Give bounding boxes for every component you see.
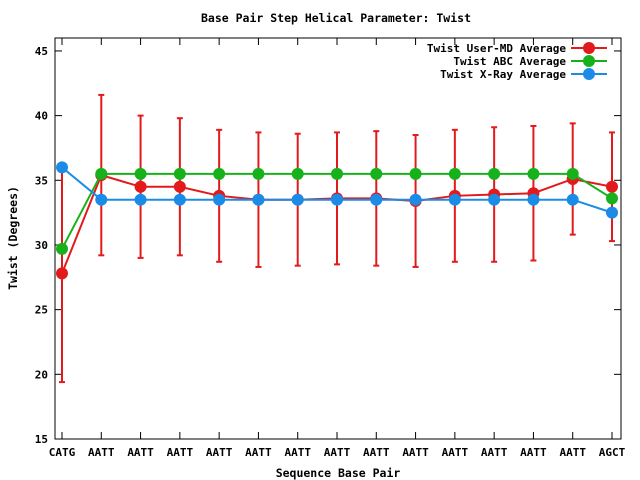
x-tick-label: AATT [245, 446, 272, 459]
x-tick-label: AATT [559, 446, 586, 459]
y-tick-label: 30 [35, 239, 48, 252]
data-point [291, 193, 304, 206]
legend-label: Twist User-MD Average [427, 42, 566, 55]
data-point [173, 193, 186, 206]
data-point [370, 193, 383, 206]
series-3 [56, 161, 618, 219]
x-tick-label: AATT [206, 446, 233, 459]
x-tick-label: AATT [284, 446, 311, 459]
data-point [134, 180, 147, 193]
data-point [527, 193, 540, 206]
x-tick-label: AGCT [599, 446, 626, 459]
x-tick-label: AATT [167, 446, 194, 459]
x-tick-label: AATT [520, 446, 547, 459]
axis-ticks: 15 20 25 30 35 40 45 CATG AATT AATT AATT AATT AATT AA… [35, 38, 626, 459]
y-tick-label: 35 [35, 174, 48, 187]
data-point [448, 193, 461, 206]
data-point [173, 180, 186, 193]
data-point [252, 167, 265, 180]
y-tick-label: 40 [35, 110, 48, 123]
legend-label: Twist X-Ray Average [440, 68, 566, 81]
data-point [606, 206, 618, 219]
y-axis-label: Twist (Degrees) [6, 186, 20, 290]
data-point [173, 167, 186, 180]
data-point [213, 193, 226, 206]
x-tick-label: AATT [481, 446, 508, 459]
data-point [291, 167, 304, 180]
error-bars [59, 93, 615, 384]
y-tick-label: 45 [35, 45, 48, 58]
data-point [252, 193, 265, 206]
series-2 [56, 167, 618, 255]
legend-marker [583, 42, 595, 54]
x-axis-label: Sequence Base Pair [276, 466, 401, 480]
y-tick-label: 15 [35, 433, 48, 446]
data-point [527, 167, 540, 180]
data-point [56, 161, 68, 174]
data-point [95, 167, 108, 180]
x-tick-label: AATT [363, 446, 390, 459]
y-tick-label: 20 [35, 368, 48, 381]
data-point [448, 167, 461, 180]
data-point [370, 167, 383, 180]
data-point [488, 193, 501, 206]
data-point [134, 193, 147, 206]
data-point [134, 167, 147, 180]
data-point [566, 167, 579, 180]
data-point [331, 193, 343, 206]
data-point [606, 180, 618, 193]
x-tick-label: AATT [442, 446, 469, 459]
plot-frame [54, 37, 622, 440]
data-point [56, 267, 68, 280]
data-point [56, 242, 68, 255]
legend-marker [583, 55, 595, 67]
series-lines [56, 161, 618, 280]
data-point [213, 167, 226, 180]
x-tick-label: AATT [127, 446, 154, 459]
data-point [95, 193, 108, 206]
data-point [488, 167, 501, 180]
data-point [566, 193, 579, 206]
y-tick-label: 25 [35, 304, 48, 317]
legend-label: Twist ABC Average [453, 55, 566, 68]
data-point [409, 193, 422, 206]
x-tick-label: AATT [88, 446, 115, 459]
data-point [331, 167, 343, 180]
x-tick-label: AATT [324, 446, 351, 459]
data-point [606, 192, 618, 205]
x-tick-label: CATG [49, 446, 76, 459]
legend-marker [583, 68, 595, 80]
data-point [409, 167, 422, 180]
chart-title: Base Pair Step Helical Parameter: Twist [201, 11, 471, 25]
x-tick-label: AATT [402, 446, 429, 459]
